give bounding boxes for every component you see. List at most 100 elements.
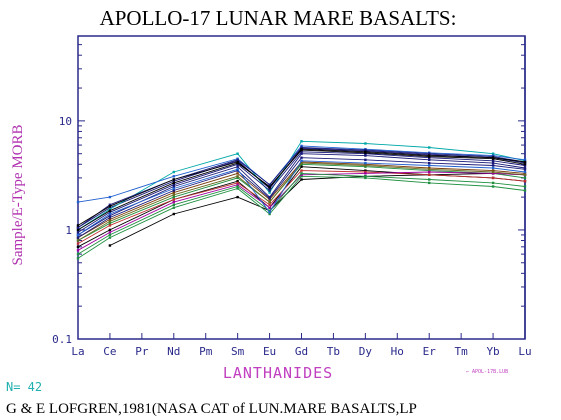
data-point — [236, 181, 239, 185]
data-point — [172, 178, 175, 181]
data-point — [428, 158, 431, 161]
series-line-18 — [77, 162, 526, 241]
data-point — [364, 150, 367, 153]
data-point — [236, 168, 239, 171]
data-point — [491, 170, 495, 174]
series-line-6 — [77, 151, 526, 233]
data-point — [300, 152, 303, 155]
x-tick-label: Dy — [359, 345, 373, 358]
data-point — [268, 211, 271, 214]
data-point — [76, 239, 80, 242]
data-point — [108, 203, 112, 206]
x-tick-label: Nd — [167, 345, 180, 358]
data-point — [523, 166, 527, 170]
data-point — [523, 189, 527, 192]
data-point — [268, 186, 271, 189]
data-point — [108, 224, 112, 227]
data-point — [300, 169, 303, 172]
data-point — [300, 148, 303, 151]
data-point — [300, 146, 303, 149]
series-line-15 — [77, 172, 526, 255]
data-point — [108, 214, 112, 217]
data-point — [108, 211, 112, 214]
data-point — [108, 233, 112, 237]
data-point — [523, 158, 527, 161]
data-point — [300, 165, 303, 168]
series-line-2 — [77, 140, 526, 231]
series-lines — [76, 140, 527, 260]
data-point — [236, 185, 239, 188]
data-point — [108, 220, 112, 223]
data-point — [523, 163, 527, 166]
data-point — [172, 180, 175, 183]
legend-text: ← APOL-17B.LUB — [466, 369, 508, 375]
data-point — [300, 175, 303, 178]
data-point — [428, 164, 431, 167]
data-point — [491, 172, 495, 175]
data-point — [108, 208, 112, 211]
data-point — [172, 181, 175, 185]
series-line-16 — [77, 157, 526, 238]
x-tick-label: Tb — [327, 345, 340, 358]
data-point — [236, 176, 239, 180]
data-point — [523, 185, 527, 188]
data-point — [172, 203, 175, 206]
x-tick-label: Pm — [199, 345, 213, 358]
data-point — [364, 170, 367, 174]
data-point — [236, 160, 239, 164]
y-tick-label: 0.1 — [52, 333, 72, 346]
data-point — [108, 244, 112, 247]
data-point — [236, 172, 239, 175]
data-point — [172, 175, 175, 178]
data-point — [523, 160, 527, 164]
data-point — [428, 161, 431, 165]
x-tick-label: La — [71, 345, 84, 358]
data-point — [491, 164, 495, 167]
data-point — [523, 176, 527, 180]
data-point — [268, 189, 271, 192]
data-point — [491, 152, 495, 155]
data-point — [236, 152, 239, 155]
x-tick-label: Ce — [103, 345, 116, 358]
data-point — [364, 154, 367, 157]
data-point — [491, 159, 495, 162]
data-point — [364, 142, 367, 145]
data-point — [364, 176, 367, 180]
data-point — [364, 161, 367, 165]
data-point — [236, 158, 239, 161]
data-point — [491, 169, 495, 172]
data-point — [172, 183, 175, 186]
x-tick-label: Gd — [295, 345, 308, 358]
data-point — [236, 175, 239, 178]
data-point — [428, 181, 431, 185]
data-point — [76, 245, 80, 248]
data-point — [300, 150, 303, 153]
data-point — [364, 175, 367, 178]
series-line-13 — [77, 171, 526, 251]
y-axis-label: Sample/E-Type MORB — [10, 124, 26, 265]
data-point — [491, 185, 495, 188]
data-point — [523, 172, 527, 175]
data-point — [236, 187, 239, 190]
source-citation: G & E LOFGREN,1981(NASA CAT of LUN.MARE … — [6, 401, 417, 417]
data-point — [108, 209, 112, 212]
data-point — [268, 197, 271, 200]
x-tick-label: Eu — [263, 345, 276, 358]
data-point — [76, 231, 80, 234]
data-point — [491, 156, 495, 159]
data-point — [364, 148, 367, 152]
data-point — [76, 224, 80, 227]
x-tick-label: Yb — [486, 345, 499, 358]
data-point — [268, 209, 271, 212]
data-point — [300, 163, 303, 166]
data-point — [428, 154, 431, 157]
data-point — [236, 169, 239, 172]
series-line-19 — [77, 160, 526, 236]
data-point — [491, 181, 495, 185]
data-point — [364, 158, 367, 161]
x-axis: La Ce Pr Nd Pm Sm Eu Gd Tb Dy Ho Er Tm Yb Lu — [71, 333, 532, 358]
data-point — [172, 185, 175, 188]
data-point — [172, 200, 175, 204]
data-point — [428, 169, 431, 172]
